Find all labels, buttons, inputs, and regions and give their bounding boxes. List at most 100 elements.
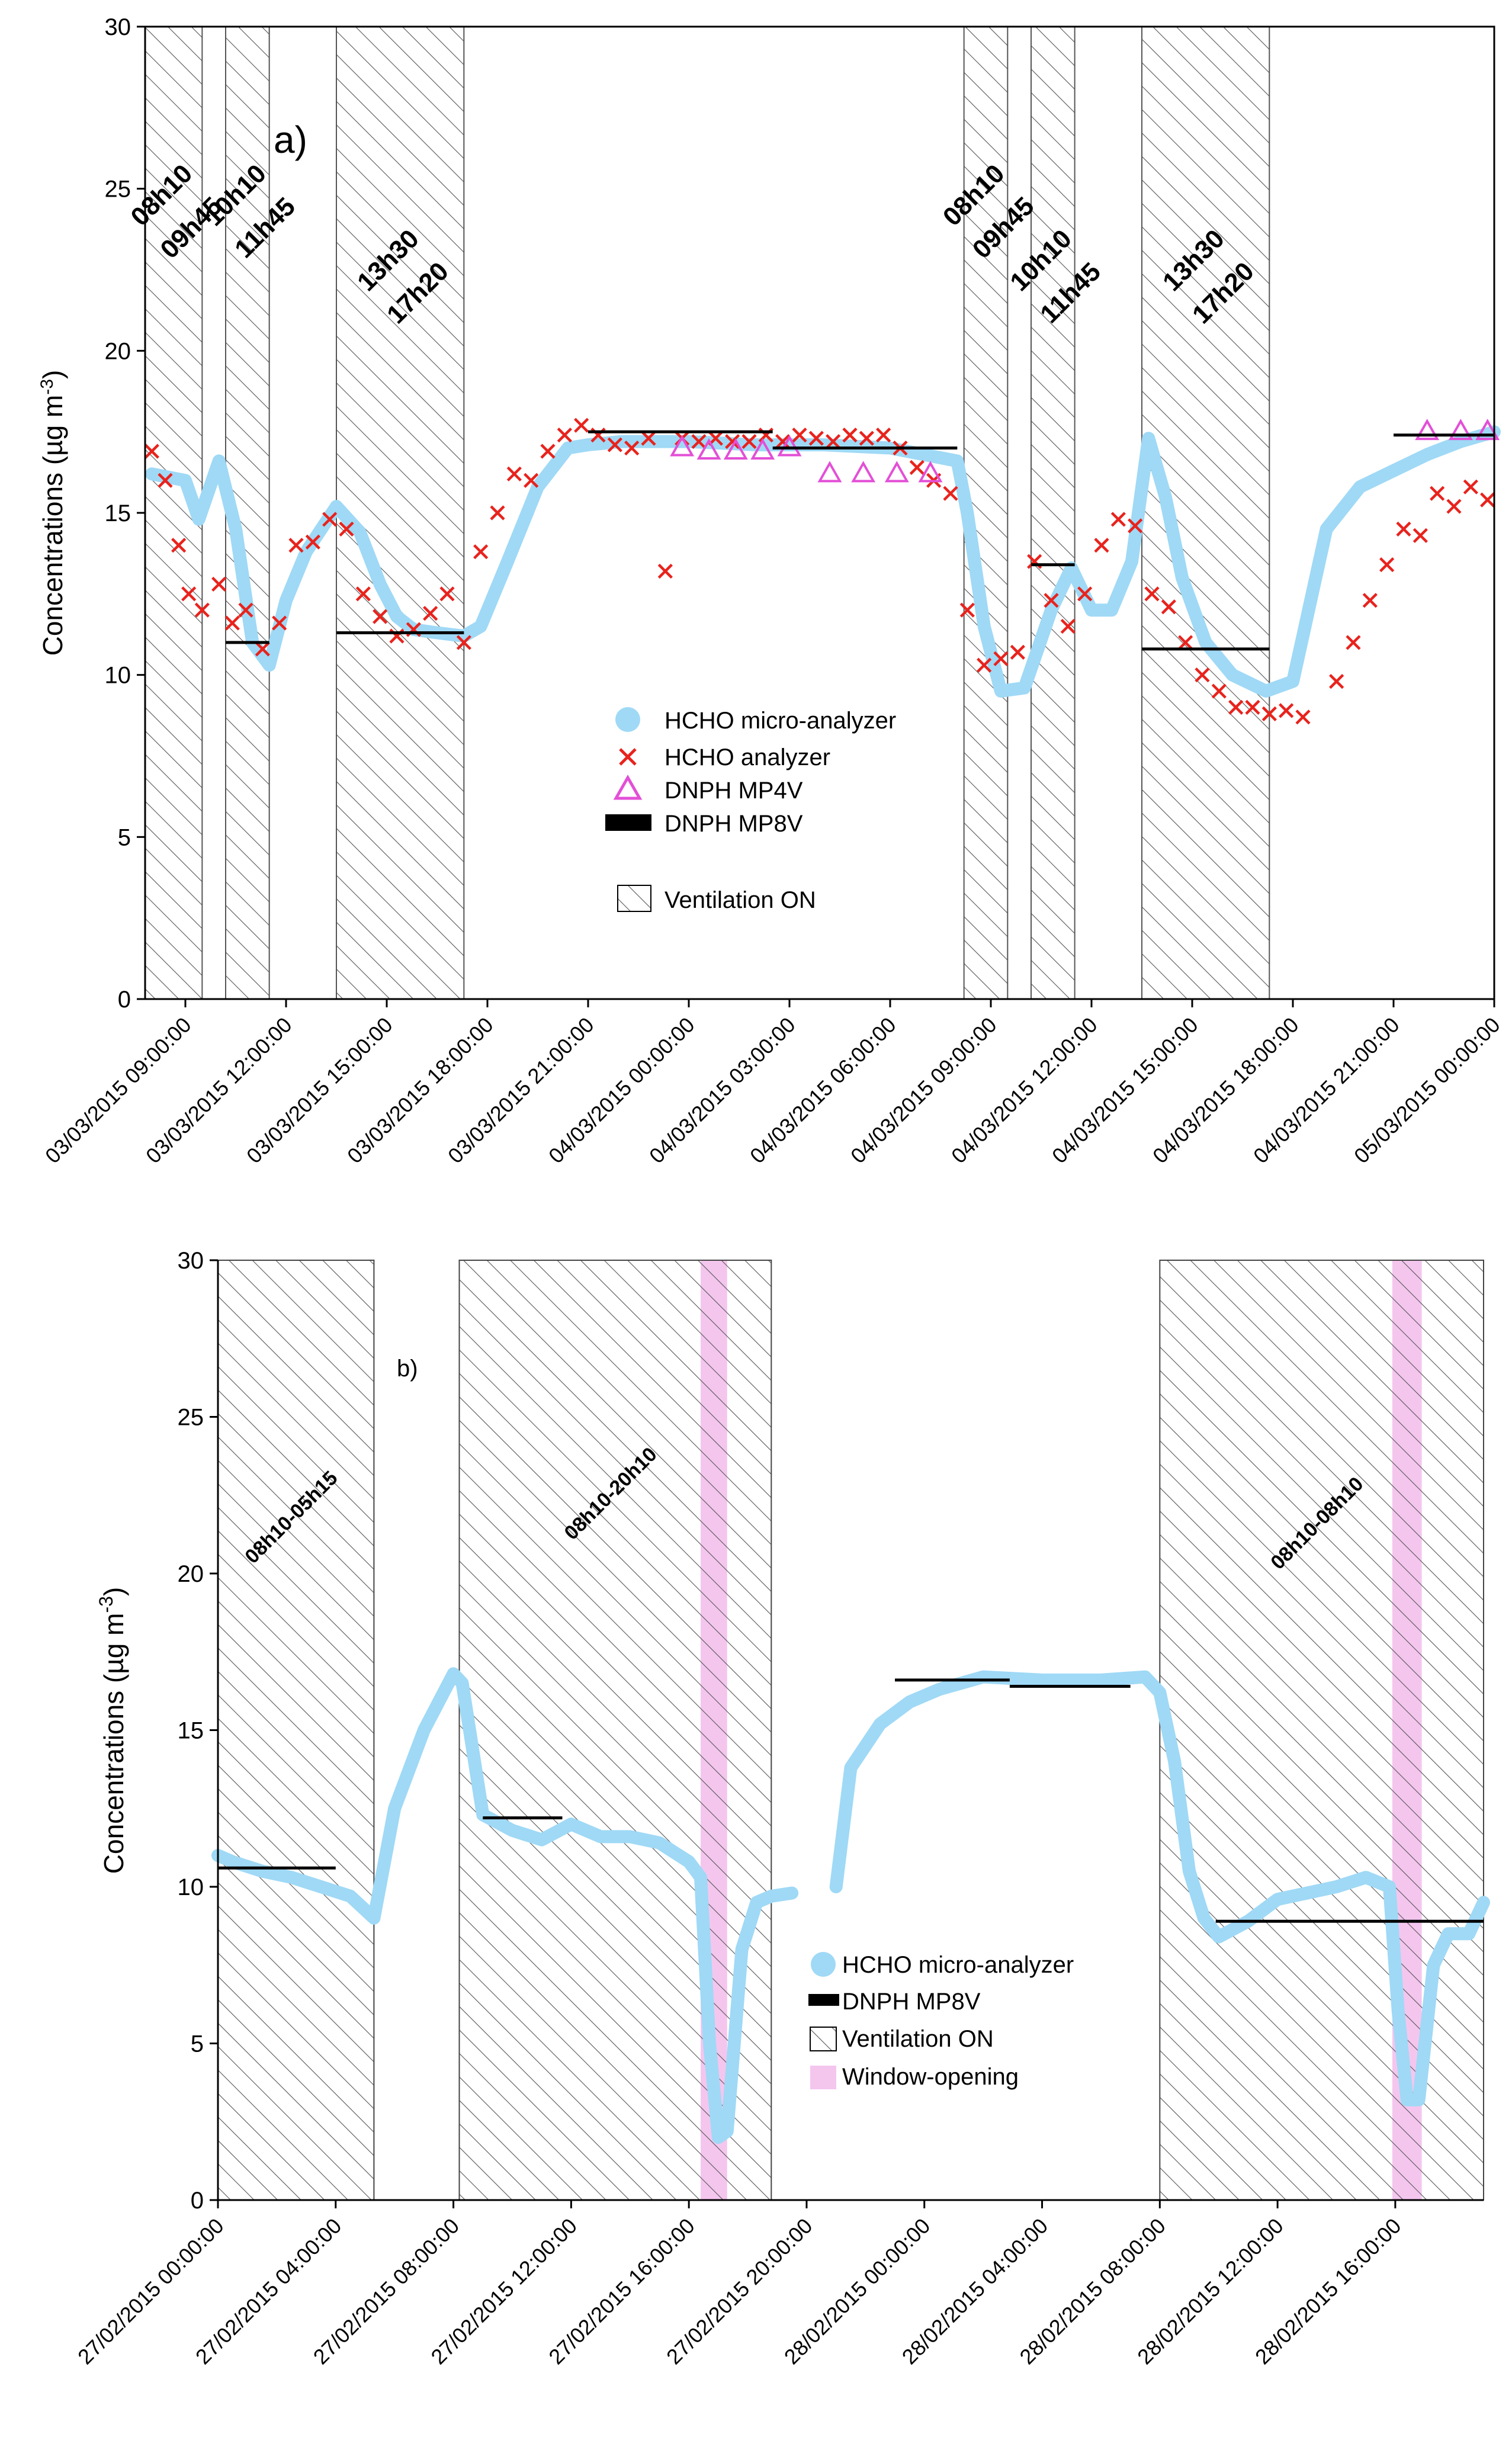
y-tick-label: 10 bbox=[105, 663, 131, 689]
legend-label: HCHO micro-analyzer bbox=[842, 1952, 1074, 1978]
hcho-analyzer-point bbox=[490, 505, 505, 521]
dnph-mp8v-series bbox=[218, 1678, 1484, 1923]
micro-analyzer-line bbox=[211, 1667, 799, 2144]
ventilation-periods bbox=[217, 1260, 1484, 2201]
hcho-analyzer-point bbox=[144, 444, 159, 459]
legend-label: Ventilation ON bbox=[842, 2026, 994, 2052]
y-tick-label: 0 bbox=[118, 987, 131, 1013]
hcho-analyzer-point bbox=[1480, 492, 1495, 508]
y-tick-label: 25 bbox=[105, 176, 131, 203]
legend-label: Window-opening bbox=[842, 2064, 1019, 2090]
hcho-analyzer-point bbox=[1430, 486, 1445, 501]
hcho-analyzer-point bbox=[1279, 703, 1294, 718]
dnph-mp4v-point bbox=[750, 438, 775, 460]
hcho-analyzer-point bbox=[1178, 635, 1193, 650]
hcho-analyzer-point bbox=[909, 460, 924, 475]
hcho-analyzer-point bbox=[691, 433, 707, 449]
hcho-analyzer-point bbox=[288, 538, 304, 553]
legend-label: HCHO analyzer bbox=[664, 744, 830, 770]
hcho-analyzer-point bbox=[1346, 635, 1361, 650]
hcho-analyzer-point bbox=[506, 466, 522, 481]
hcho-analyzer-point bbox=[859, 431, 874, 446]
hcho-analyzer-point bbox=[238, 602, 253, 618]
legend-marker-mp8v bbox=[605, 814, 651, 831]
legend-label: Ventilation ON bbox=[664, 887, 816, 913]
y-tick-label: 5 bbox=[118, 824, 131, 850]
legend-marker-window bbox=[810, 2066, 836, 2089]
hcho-analyzer-point bbox=[1195, 667, 1210, 683]
y-axis-label: Concentrations (µg m-3) bbox=[95, 1587, 129, 1874]
hcho-analyzer-point bbox=[574, 418, 589, 433]
hcho-analyzer-point bbox=[607, 437, 622, 452]
legend-marker-mp8v bbox=[808, 1994, 839, 2006]
ventilation-band bbox=[1031, 26, 1076, 1000]
hcho-analyzer-point bbox=[725, 433, 740, 449]
hcho-analyzer-point bbox=[439, 586, 455, 602]
hcho-analyzer-point bbox=[1463, 479, 1478, 494]
y-axis-ticks: 0 5 10 15 20 25 30 bbox=[178, 1248, 218, 2214]
hcho-analyzer-point bbox=[171, 538, 187, 553]
hcho-analyzer-point bbox=[272, 615, 287, 631]
hcho-analyzer-point bbox=[473, 544, 489, 560]
hcho-analyzer-point bbox=[322, 512, 338, 527]
hcho-analyzer-point bbox=[557, 428, 572, 443]
panel-label: b) bbox=[397, 1356, 418, 1382]
legend-label: DNPH MP8V bbox=[842, 1989, 981, 2015]
hcho-analyzer-point bbox=[977, 657, 992, 673]
hcho-analyzer-point bbox=[1144, 586, 1160, 602]
hcho-analyzer-point bbox=[792, 428, 807, 443]
dnph-mp4v-point bbox=[918, 461, 943, 483]
hcho-analyzer-point bbox=[943, 486, 958, 501]
hcho-analyzer-point bbox=[255, 641, 270, 657]
hcho-analyzer-point bbox=[1396, 521, 1411, 537]
y-axis-label: Concentrations (µg m-3) bbox=[37, 370, 68, 656]
hcho-analyzer-point bbox=[741, 433, 757, 449]
dnph-mp4v-series bbox=[670, 419, 1500, 483]
hcho-analyzer-point bbox=[1329, 674, 1344, 689]
hcho-analyzer-point bbox=[959, 602, 975, 618]
hcho-analyzer-point bbox=[1077, 586, 1093, 602]
hcho-analyzer-point bbox=[1362, 593, 1378, 608]
ventilation-periods bbox=[145, 26, 1270, 1000]
hcho-analyzer-point bbox=[1010, 644, 1025, 660]
hcho-analyzer-point bbox=[1044, 593, 1059, 608]
dnph-mp4v-point bbox=[723, 438, 748, 460]
hcho-analyzer-point bbox=[775, 433, 791, 449]
ventilation-band bbox=[458, 1260, 772, 2201]
micro-analyzer-series bbox=[211, 1667, 1490, 2144]
hcho-analyzer-point bbox=[808, 431, 824, 446]
hcho-analyzer-point bbox=[826, 433, 841, 449]
hcho-analyzer-point bbox=[624, 440, 640, 456]
dnph-mp4v-point bbox=[670, 435, 695, 457]
y-tick-label: 30 bbox=[105, 14, 131, 40]
dnph-mp4v-point bbox=[817, 461, 842, 483]
hcho-analyzer-point bbox=[1228, 699, 1244, 715]
hcho-analyzer-point bbox=[181, 586, 197, 602]
legend-marker-analyzer bbox=[619, 748, 637, 766]
hcho-analyzer-point bbox=[1295, 709, 1311, 725]
y-tick-label: 5 bbox=[191, 2031, 204, 2057]
hcho-analyzer-point bbox=[1413, 528, 1428, 543]
legend-label: DNPH MP4V bbox=[664, 778, 803, 804]
hcho-analyzer-point bbox=[1245, 699, 1260, 715]
y-tick-label: 15 bbox=[105, 500, 131, 526]
y-tick-label: 10 bbox=[178, 1874, 204, 1900]
hcho-analyzer-point bbox=[641, 431, 656, 446]
legend-marker-ventilation bbox=[617, 885, 651, 912]
ventilation-band bbox=[1159, 1260, 1484, 2201]
y-tick-label: 20 bbox=[178, 1561, 204, 1587]
dnph-mp4v-point bbox=[777, 435, 802, 457]
dnph-mp4v-point bbox=[851, 461, 876, 483]
y-tick-label: 20 bbox=[105, 338, 131, 364]
y-tick-label: 15 bbox=[178, 1718, 204, 1744]
hcho-analyzer-point bbox=[305, 534, 320, 550]
ventilation-band bbox=[217, 1260, 375, 2201]
hcho-analyzer-point bbox=[456, 635, 471, 650]
dnph-mp4v-point bbox=[1415, 419, 1440, 441]
dnph-mp4v-point bbox=[1448, 419, 1473, 441]
